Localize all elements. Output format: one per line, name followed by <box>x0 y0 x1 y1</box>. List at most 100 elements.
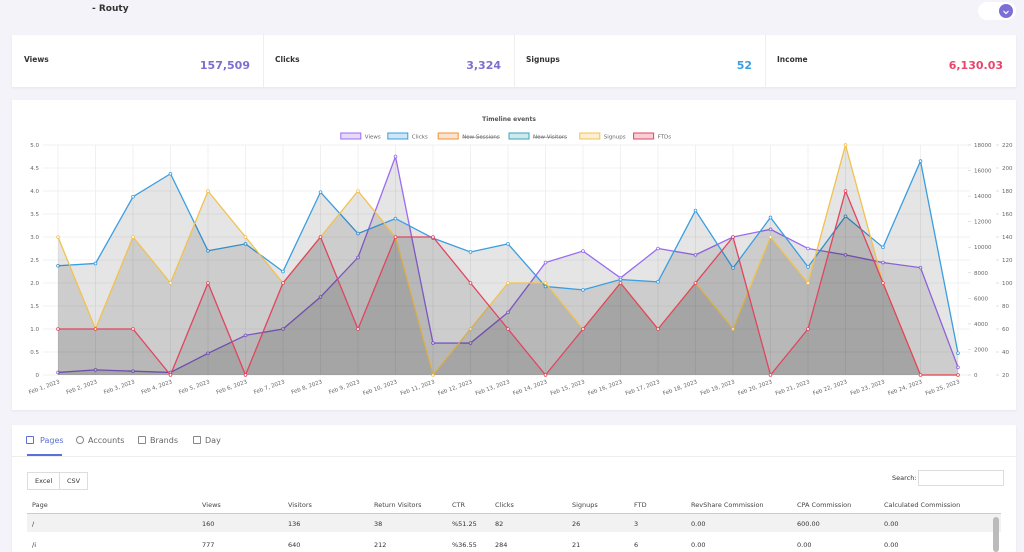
series-point <box>56 370 60 375</box>
x-tick-label: Feb 24, 2023 <box>887 379 923 397</box>
series-point <box>468 327 473 331</box>
series-point <box>206 351 210 356</box>
y2-tick-label: 10000 <box>974 245 992 251</box>
series-point <box>581 249 585 253</box>
x-tick-label: Feb 1, 2023 <box>28 379 61 396</box>
table-cell: / <box>32 520 35 528</box>
series-point <box>468 341 473 345</box>
table-cell: 0.00 <box>691 541 706 549</box>
series-point <box>731 327 735 331</box>
table-cell: 160 <box>202 520 215 528</box>
y3-tick-label: 60 <box>1002 327 1009 333</box>
series-point <box>693 253 698 257</box>
legend-label: New Sessions <box>462 135 500 141</box>
series-area <box>58 156 958 375</box>
column-header[interactable]: Calculated Commission <box>884 501 961 509</box>
series-point <box>731 235 735 239</box>
row-highlight <box>27 514 1001 532</box>
series-point <box>243 235 248 239</box>
y3-tick-label: 180 <box>1002 189 1013 195</box>
y-tick-label: 4.5 <box>30 166 39 172</box>
column-header[interactable]: CTR <box>452 501 466 509</box>
table-cell: 0.00 <box>884 541 899 549</box>
y-tick-label: 0 <box>36 373 40 379</box>
legend-swatch <box>437 132 459 140</box>
series-point <box>731 266 735 270</box>
tab-icon <box>26 436 34 444</box>
table-cell: 0.00 <box>691 520 706 528</box>
series-point <box>131 235 135 239</box>
column-header[interactable]: Return Visitors <box>374 501 422 509</box>
chart-card: Timeline events 0 0.5 1.0 1.5 2.0 2.5 3.0 3.5 4.… <box>12 100 1016 410</box>
table-cell: 284 <box>495 541 508 549</box>
table-cell: 6 <box>634 541 639 549</box>
y2-tick-label: 2000 <box>974 347 988 353</box>
column-header[interactable]: Signups <box>572 501 598 509</box>
tab[interactable]: Brands <box>150 436 178 445</box>
tab[interactable]: Day <box>205 436 221 445</box>
x-tick-label: Feb 6, 2023 <box>216 379 249 396</box>
x-tick-label: Feb 19, 2023 <box>700 379 736 397</box>
column-header[interactable]: Visitors <box>288 501 312 509</box>
series-point <box>318 295 323 299</box>
legend-swatch <box>633 132 655 140</box>
x-tick-label: Feb 16, 2023 <box>587 379 623 397</box>
column-header[interactable]: FTD <box>634 501 647 509</box>
y2-tick-label: 4000 <box>974 322 988 328</box>
x-tick-label: Feb 18, 2023 <box>662 379 698 397</box>
series-point <box>431 373 435 377</box>
y3-tick-label: 140 <box>1002 235 1013 241</box>
x-tick-label: Feb 10, 2023 <box>362 379 398 397</box>
app-title: - Routy <box>92 4 129 14</box>
x-tick-label: Feb 12, 2023 <box>437 379 473 397</box>
x-tick-label: Feb 21, 2023 <box>775 379 811 397</box>
chart: Timeline events 0 0.5 1.0 1.5 2.0 2.5 3.0 3.5 4.… <box>28 116 1013 397</box>
series-point <box>393 216 398 221</box>
y2-tick-label: 6000 <box>974 296 988 302</box>
legend-swatch <box>340 132 362 140</box>
column-header[interactable]: Clicks <box>495 501 514 509</box>
series-point <box>806 281 810 285</box>
search-input[interactable] <box>918 470 1004 486</box>
series-point <box>806 246 810 251</box>
user-toggle[interactable] <box>978 2 1016 20</box>
y2-tick-label: 8000 <box>974 271 988 277</box>
series-point <box>581 327 585 331</box>
y-tick-label: 1.5 <box>30 304 39 310</box>
column-header[interactable]: Page <box>32 501 48 509</box>
x-tick-label: Feb 15, 2023 <box>550 379 586 397</box>
series-point <box>918 265 923 270</box>
tab-icon <box>193 436 201 444</box>
table-cell: 0.00 <box>884 520 899 528</box>
series-point <box>881 245 885 250</box>
search-label: Search: <box>892 474 917 482</box>
y3-tick-label: 200 <box>1002 166 1013 172</box>
column-header[interactable]: CPA Commission <box>797 501 852 509</box>
export-button[interactable]: CSV <box>59 472 89 490</box>
series-point <box>843 189 848 193</box>
stat-divider <box>765 35 766 87</box>
series-area <box>58 145 958 375</box>
table-cell: 640 <box>288 541 301 549</box>
tab[interactable]: Accounts <box>88 436 125 445</box>
legend-label: FTDs <box>658 135 672 141</box>
x-tick-label: Feb 4, 2023 <box>141 379 174 396</box>
export-button[interactable]: Excel <box>27 472 61 490</box>
column-header[interactable]: Views <box>202 501 221 509</box>
table-cell: 26 <box>572 520 581 528</box>
tab[interactable]: Pages <box>40 436 64 445</box>
chart-title: Timeline events <box>482 116 536 123</box>
y3-tick-label: 120 <box>1002 258 1013 264</box>
stat-label: Clicks <box>275 55 300 64</box>
series-point <box>468 250 473 254</box>
series-point <box>506 242 510 246</box>
series-point <box>768 235 773 239</box>
series-point <box>656 327 660 331</box>
y-tick-label: 4.0 <box>30 189 39 195</box>
column-header[interactable]: RevShare Commission <box>691 501 764 509</box>
stat-value: 3,324 <box>466 59 501 72</box>
table-cell: 136 <box>288 520 301 528</box>
x-tick-label: Feb 22, 2023 <box>812 379 848 397</box>
legend-label: Views <box>365 135 381 141</box>
series-point <box>693 281 698 285</box>
